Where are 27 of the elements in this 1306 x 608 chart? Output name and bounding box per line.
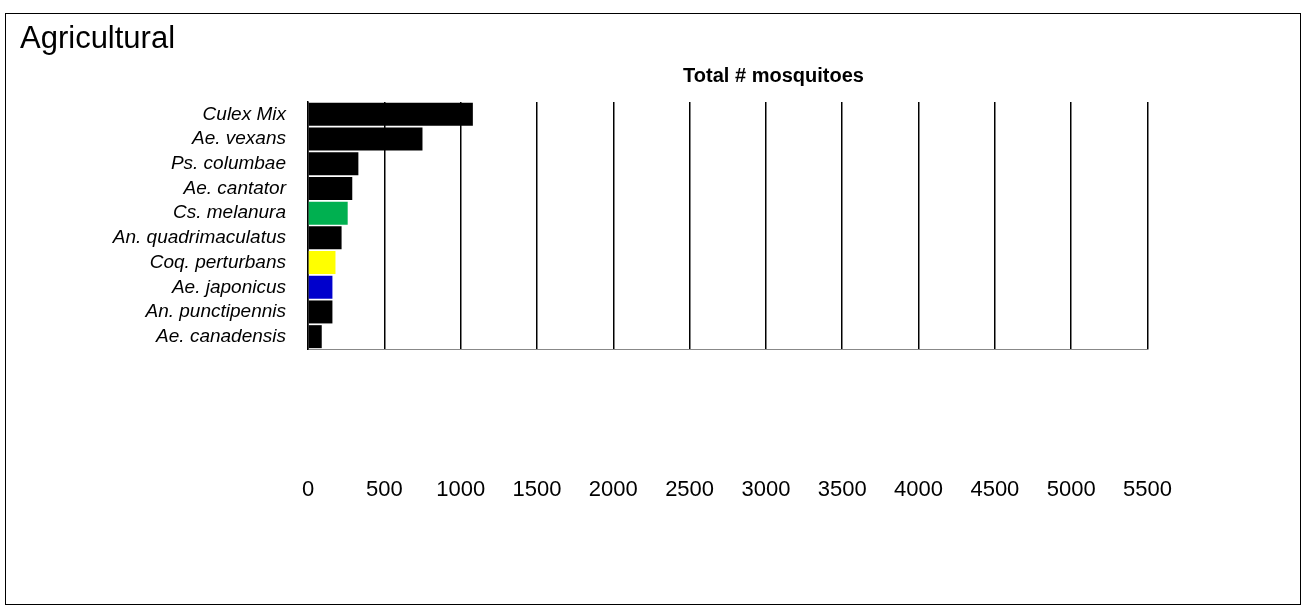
- y-tick-label: Ae. japonicus: [170, 275, 287, 297]
- x-tick-label: 5500: [1123, 476, 1173, 502]
- bar: [308, 251, 336, 275]
- x-tick-label: 0: [301, 476, 315, 502]
- x-tick-label: 4500: [970, 476, 1020, 502]
- y-tick-label: Ae. cantator: [182, 176, 287, 198]
- x-tick-label: 5000: [1046, 476, 1096, 502]
- x-tick-label: 1000: [436, 476, 486, 502]
- x-tick-label: 500: [365, 476, 403, 502]
- y-tick-label: Culex Mix: [202, 102, 288, 124]
- x-tick-label: 4000: [894, 476, 944, 502]
- y-tick-label: Cs. melanura: [173, 201, 286, 223]
- y-tick-label: Coq. perturbans: [149, 250, 287, 272]
- x-tick-label: 3500: [817, 476, 867, 502]
- y-tick-label: An. punctipennis: [144, 300, 287, 322]
- y-tick-label: Ae. canadensis: [155, 324, 287, 346]
- x-tick-label: 2500: [665, 476, 715, 502]
- y-tick-label: Ps. columbae: [170, 152, 286, 174]
- x-tick-label: 3000: [741, 476, 791, 502]
- x-tick-label: 1500: [512, 476, 562, 502]
- chart-title: Agricultural: [20, 20, 176, 56]
- y-tick-label: Ae. vexans: [191, 127, 287, 149]
- bar: [308, 201, 348, 225]
- bar: [308, 275, 333, 299]
- y-tick-label: An. quadrimaculatus: [111, 226, 287, 248]
- x-tick-label: 2000: [588, 476, 638, 502]
- x-axis-title: Total # mosquitoes: [682, 64, 865, 87]
